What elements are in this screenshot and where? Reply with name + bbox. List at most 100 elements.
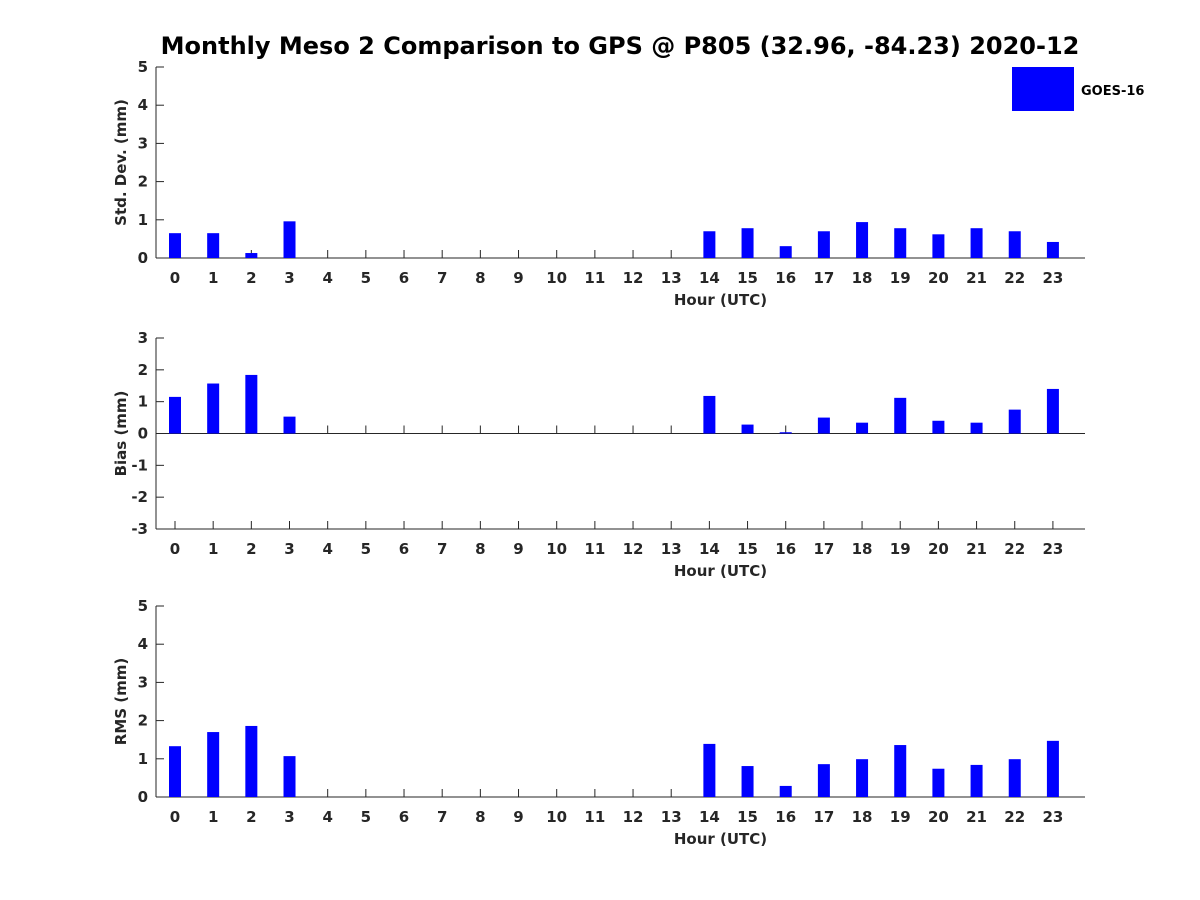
x-tick-label: 20 [928, 808, 949, 826]
x-tick-label: 8 [475, 808, 485, 826]
y-tick-label: 3 [138, 673, 148, 691]
x-tick-label: 16 [775, 808, 796, 826]
x-tick-label: 7 [437, 808, 447, 826]
x-tick-label: 16 [775, 540, 796, 558]
x-tick-label: 0 [170, 808, 180, 826]
x-tick-label: 23 [1042, 808, 1063, 826]
x-tick-label: 8 [475, 540, 485, 558]
x-tick-label: 13 [661, 540, 682, 558]
x-tick-label: 11 [584, 540, 605, 558]
bar [741, 424, 754, 434]
x-tick-label: 1 [208, 540, 218, 558]
bar [856, 759, 869, 797]
x-tick-label: 5 [361, 808, 371, 826]
y-tick-label: 1 [138, 393, 148, 411]
bar [703, 231, 716, 258]
bar [817, 764, 830, 797]
y-tick-label: 0 [138, 249, 148, 267]
bar [779, 785, 792, 797]
x-tick-label: 22 [1004, 269, 1025, 287]
y-tick-label: 1 [138, 211, 148, 229]
x-tick-label: 6 [399, 808, 409, 826]
x-axis-label: Hour (UTC) [674, 291, 767, 309]
x-tick-label: 9 [513, 808, 523, 826]
y-tick-label: 0 [138, 788, 148, 806]
x-tick-label: 23 [1042, 540, 1063, 558]
x-tick-label: 5 [361, 540, 371, 558]
x-tick-label: 15 [737, 540, 758, 558]
y-tick-label: 3 [138, 329, 148, 347]
bar [970, 764, 983, 797]
bar [1008, 231, 1021, 258]
y-tick-label: 2 [138, 173, 148, 191]
x-tick-label: 5 [361, 269, 371, 287]
bar [932, 234, 945, 258]
x-tick-label: 3 [284, 808, 294, 826]
y-tick-label: -2 [131, 488, 148, 506]
x-tick-label: 20 [928, 269, 949, 287]
x-tick-label: 13 [661, 808, 682, 826]
bar [1008, 759, 1021, 797]
bar [169, 233, 181, 258]
x-tick-label: 12 [623, 540, 644, 558]
x-tick-label: 10 [546, 540, 567, 558]
chart-title: Monthly Meso 2 Comparison to GPS @ P805 … [161, 32, 1080, 60]
y-tick-label: 2 [138, 361, 148, 379]
bar [245, 725, 258, 797]
bar [856, 422, 869, 434]
x-tick-label: 18 [852, 808, 873, 826]
y-tick-label: -1 [131, 456, 148, 474]
x-tick-label: 3 [284, 269, 294, 287]
x-tick-label: 7 [437, 540, 447, 558]
x-tick-label: 2 [246, 808, 256, 826]
legend-swatch [1012, 67, 1074, 111]
x-tick-label: 4 [322, 808, 332, 826]
x-tick-label: 1 [208, 808, 218, 826]
x-tick-label: 14 [699, 269, 720, 287]
bar [817, 231, 830, 258]
x-tick-label: 17 [813, 269, 834, 287]
bar [283, 221, 296, 258]
x-tick-label: 10 [546, 808, 567, 826]
x-tick-label: 18 [852, 269, 873, 287]
bar [894, 745, 907, 797]
bar [283, 416, 296, 434]
x-tick-label: 21 [966, 540, 987, 558]
x-tick-label: 20 [928, 540, 949, 558]
x-tick-label: 9 [513, 269, 523, 287]
y-axis-label: Std. Dev. (mm) [112, 99, 130, 226]
bar [207, 233, 220, 258]
bar [1008, 409, 1021, 434]
bar [856, 222, 869, 258]
y-tick-label: 3 [138, 134, 148, 152]
x-tick-label: 22 [1004, 808, 1025, 826]
legend: GOES-16 [1012, 67, 1144, 111]
x-tick-label: 22 [1004, 540, 1025, 558]
bar [1046, 388, 1059, 434]
x-tick-label: 9 [513, 540, 523, 558]
bar [169, 396, 181, 434]
x-tick-label: 19 [890, 269, 911, 287]
bar [283, 756, 296, 797]
bar [741, 766, 754, 797]
x-tick-label: 16 [775, 269, 796, 287]
bar [207, 383, 220, 434]
bar [932, 768, 945, 797]
x-tick-label: 15 [737, 269, 758, 287]
x-axis-label: Hour (UTC) [674, 830, 767, 848]
x-tick-label: 4 [322, 540, 332, 558]
y-tick-label: 5 [138, 58, 148, 76]
bar [894, 397, 907, 434]
x-tick-label: 11 [584, 808, 605, 826]
x-tick-label: 2 [246, 540, 256, 558]
y-tick-label: 4 [138, 635, 148, 653]
bar [1046, 740, 1059, 797]
bar [169, 746, 181, 797]
bar [817, 417, 830, 434]
legend-label: GOES-16 [1081, 84, 1144, 99]
bar [741, 228, 754, 258]
